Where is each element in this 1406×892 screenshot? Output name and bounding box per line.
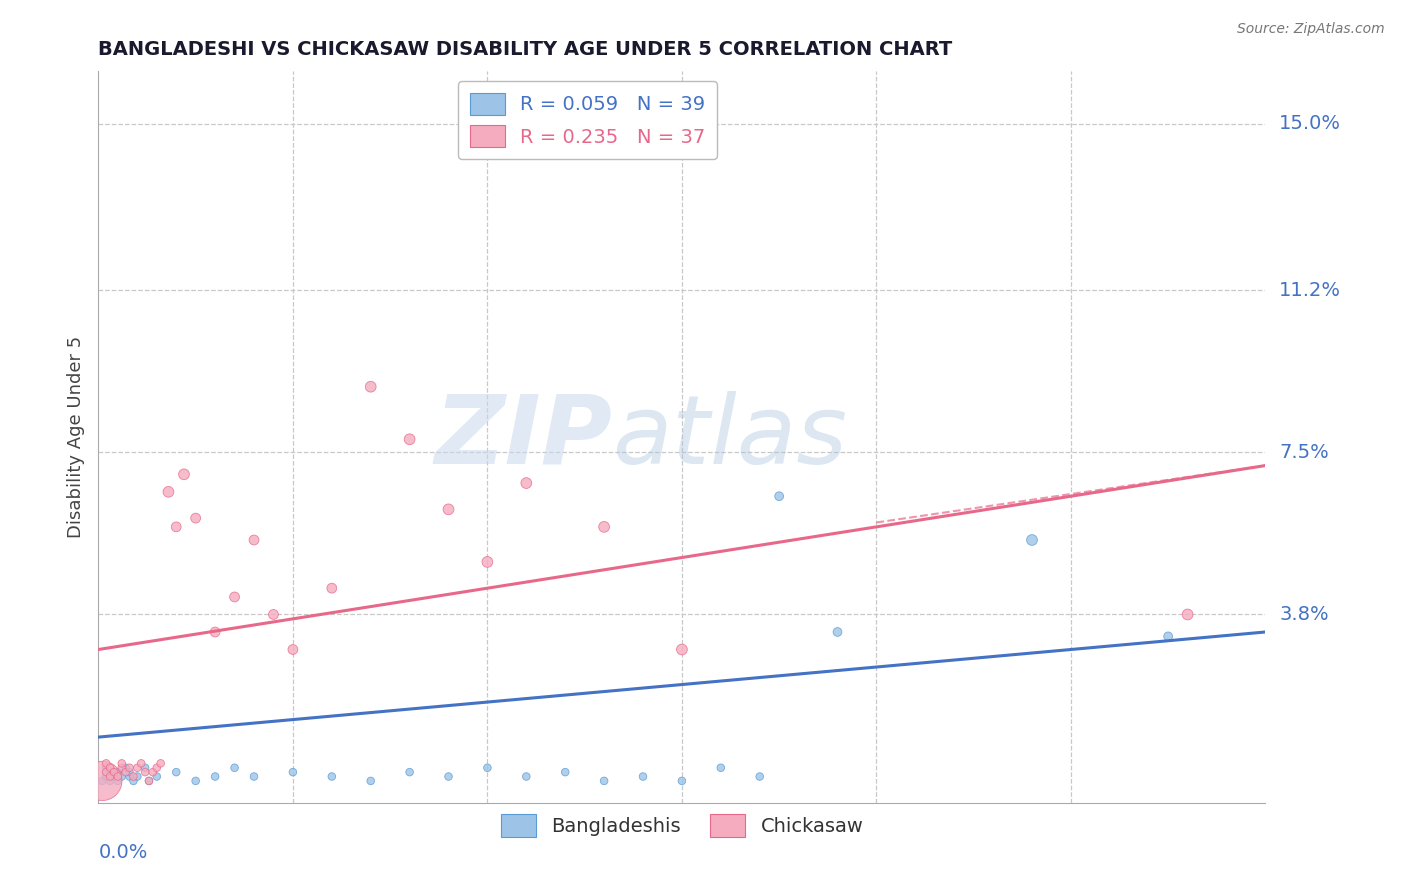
Point — [748, 770, 770, 784]
Point — [827, 625, 849, 640]
Point — [768, 489, 790, 503]
Point — [437, 770, 460, 784]
Point — [127, 770, 149, 784]
Point — [103, 765, 125, 780]
Point — [98, 761, 121, 775]
Point — [671, 642, 693, 657]
Point — [138, 773, 160, 788]
Point — [165, 765, 187, 780]
Point — [671, 773, 693, 788]
Point — [593, 773, 616, 788]
Point — [146, 761, 169, 775]
Point — [184, 773, 207, 788]
Point — [103, 765, 125, 780]
Point — [360, 380, 382, 394]
Point — [114, 765, 136, 780]
Point — [204, 625, 226, 640]
Point — [91, 773, 114, 788]
Point — [1157, 629, 1180, 643]
Point — [96, 761, 118, 775]
Point — [98, 773, 121, 788]
Point — [515, 770, 537, 784]
Point — [134, 761, 156, 775]
Point — [281, 642, 304, 657]
Text: atlas: atlas — [612, 391, 846, 483]
Point — [398, 432, 420, 446]
Point — [224, 590, 246, 604]
Legend: Bangladeshis, Chickasaw: Bangladeshis, Chickasaw — [492, 806, 872, 845]
Point — [96, 765, 118, 780]
Text: 0.0%: 0.0% — [98, 843, 148, 862]
Y-axis label: Disability Age Under 5: Disability Age Under 5 — [66, 336, 84, 538]
Point — [281, 765, 304, 780]
Point — [127, 761, 149, 775]
Point — [1177, 607, 1199, 622]
Point — [91, 773, 114, 788]
Text: Source: ZipAtlas.com: Source: ZipAtlas.com — [1237, 22, 1385, 37]
Point — [593, 520, 616, 534]
Point — [321, 581, 343, 595]
Text: 3.8%: 3.8% — [1279, 605, 1329, 624]
Point — [165, 520, 187, 534]
Point — [122, 770, 145, 784]
Point — [437, 502, 460, 516]
Point — [118, 765, 141, 780]
Point — [173, 467, 195, 482]
Text: 11.2%: 11.2% — [1279, 281, 1341, 300]
Point — [554, 765, 576, 780]
Point — [103, 770, 125, 784]
Point — [243, 770, 266, 784]
Point — [360, 773, 382, 788]
Text: 7.5%: 7.5% — [1279, 443, 1329, 462]
Point — [138, 773, 160, 788]
Point — [321, 770, 343, 784]
Point — [157, 484, 180, 499]
Point — [243, 533, 266, 547]
Text: 15.0%: 15.0% — [1279, 114, 1341, 134]
Point — [224, 761, 246, 775]
Point — [98, 770, 121, 784]
Point — [96, 770, 118, 784]
Point — [134, 765, 156, 780]
Point — [204, 770, 226, 784]
Point — [1021, 533, 1043, 547]
Point — [477, 555, 499, 569]
Point — [107, 765, 129, 780]
Point — [111, 756, 134, 771]
Point — [262, 607, 284, 622]
Point — [111, 761, 134, 775]
Point — [142, 765, 165, 780]
Point — [122, 773, 145, 788]
Point — [114, 761, 136, 775]
Point — [710, 761, 733, 775]
Point — [149, 756, 172, 771]
Text: BANGLADESHI VS CHICKASAW DISABILITY AGE UNDER 5 CORRELATION CHART: BANGLADESHI VS CHICKASAW DISABILITY AGE … — [98, 39, 953, 59]
Point — [146, 770, 169, 784]
Point — [107, 770, 129, 784]
Point — [118, 770, 141, 784]
Point — [107, 773, 129, 788]
Point — [111, 770, 134, 784]
Text: ZIP: ZIP — [434, 391, 612, 483]
Point — [398, 765, 420, 780]
Point — [129, 756, 152, 771]
Point — [477, 761, 499, 775]
Point — [184, 511, 207, 525]
Point — [515, 476, 537, 491]
Point — [631, 770, 654, 784]
Point — [118, 761, 141, 775]
Point — [96, 756, 118, 771]
